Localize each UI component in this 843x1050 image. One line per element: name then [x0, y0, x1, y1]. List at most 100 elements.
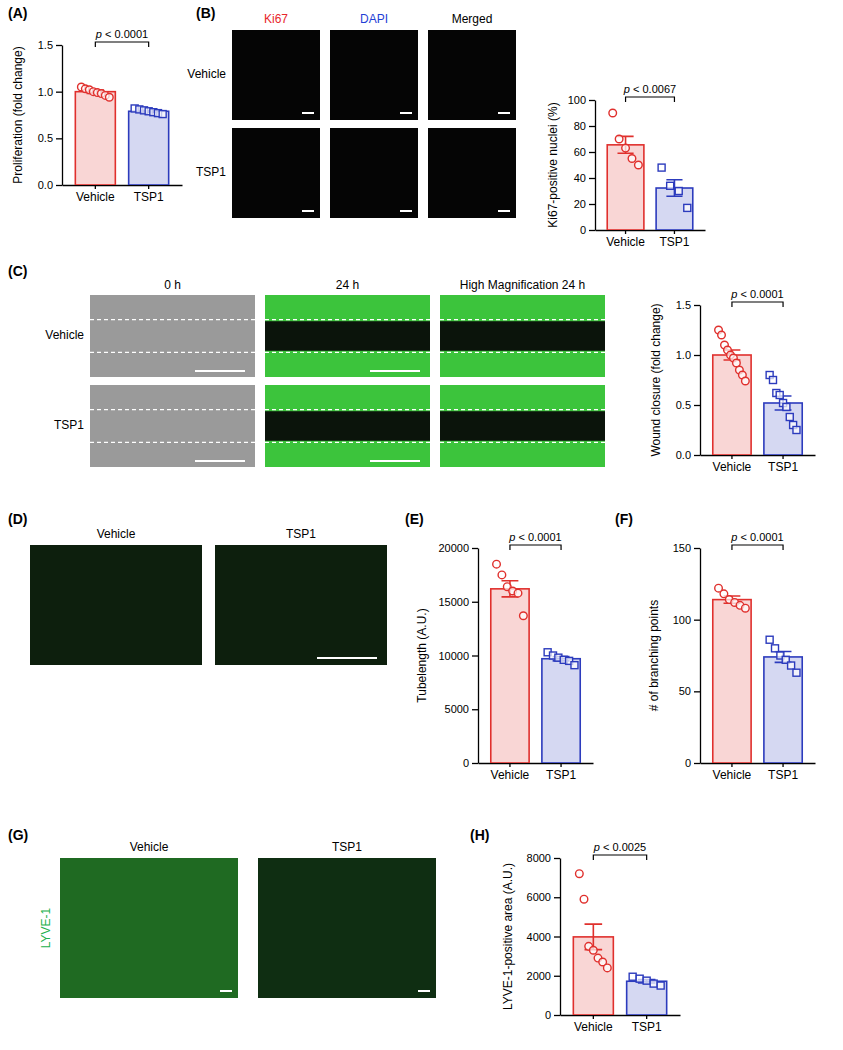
x-tick: TSP1	[768, 763, 798, 782]
y-tick: 6000	[527, 891, 560, 903]
wound-edge	[265, 409, 430, 410]
image-column-title: Vehicle	[130, 840, 169, 854]
wound-gap	[440, 411, 605, 441]
wound-edge	[90, 352, 255, 353]
micrograph	[330, 30, 418, 120]
x-tick: TSP1	[546, 763, 576, 782]
data-point	[609, 109, 617, 117]
y-tick: 0.0	[38, 179, 62, 191]
y-tick-mark	[554, 936, 560, 937]
micrograph	[428, 128, 516, 218]
image-row-title: Vehicle	[187, 67, 226, 81]
micrograph	[440, 385, 605, 467]
p-value: p < 0.0001	[730, 288, 783, 300]
data-point	[628, 155, 636, 163]
x-axis-line	[63, 185, 183, 186]
data-point	[590, 946, 598, 954]
y-tick-mark	[694, 691, 700, 692]
y-tick-mark	[589, 178, 595, 179]
data-point	[657, 982, 664, 989]
chart: 050100150VehicleTSP1# of branching point…	[647, 531, 816, 782]
x-tick-mark	[593, 1015, 594, 1019]
data-point	[106, 93, 114, 101]
panel-label: (C)	[8, 263, 27, 279]
micrograph	[265, 385, 430, 467]
image-column-title: Merged	[452, 12, 493, 26]
scale-bar	[498, 210, 510, 212]
image-row-title: LYVE-1	[39, 907, 53, 948]
y-axis: 020406080100	[568, 94, 596, 236]
image-column-title: 0 h	[164, 278, 181, 292]
y-tick: 10000	[438, 650, 478, 662]
y-axis-line	[700, 306, 701, 456]
x-tick-mark	[674, 230, 675, 234]
y-tick-label: 100	[568, 94, 586, 106]
x-tick-mark	[625, 230, 626, 234]
panel-label: (F)	[615, 511, 633, 527]
data-point	[159, 111, 166, 118]
bar	[75, 92, 115, 185]
x-tick-mark	[509, 763, 510, 767]
y-tick: 100	[568, 94, 595, 106]
y-tick-label: 1.0	[676, 349, 691, 361]
x-tick: TSP1	[659, 230, 689, 249]
data-point	[514, 589, 522, 597]
y-tick-mark	[589, 126, 595, 127]
data-point	[793, 427, 800, 434]
y-tick-mark	[589, 152, 595, 153]
data-point	[629, 973, 636, 980]
data-point	[675, 188, 682, 195]
wound-edge	[265, 319, 430, 320]
x-tick-label: TSP1	[768, 768, 798, 782]
y-tick: 0.5	[676, 399, 700, 411]
x-tick: Vehicle	[574, 1015, 613, 1034]
y-axis-title: Tubelength (A.U.)	[415, 608, 429, 702]
y-tick: 0	[685, 757, 700, 769]
marks	[75, 83, 168, 185]
chart: 05000100001500020000VehicleTSP1Tubelengt…	[415, 531, 594, 782]
x-tick-mark	[148, 185, 149, 189]
marks	[491, 560, 580, 763]
y-tick-label: 5000	[445, 703, 469, 715]
x-tick: Vehicle	[76, 185, 115, 204]
y-tick: 5000	[445, 703, 478, 715]
y-tick-label: 1.5	[38, 39, 53, 51]
y-tick: 4000	[527, 931, 560, 943]
y-tick-mark	[472, 548, 478, 549]
y-tick: 0	[463, 757, 478, 769]
y-tick-mark	[589, 230, 595, 231]
micrograph	[232, 128, 320, 218]
image-column-title: TSP1	[332, 840, 362, 854]
figure: (A)(B)(C)(D)(E)(F)(G)(H)0.00.51.01.5Vehi…	[0, 0, 843, 1050]
significance-bracket	[95, 42, 148, 47]
y-tick-mark	[694, 305, 700, 306]
y-axis-line	[478, 549, 479, 764]
data-point	[520, 612, 528, 620]
y-axis-title: Wound closure (fold change)	[649, 303, 663, 456]
chart: 0.00.51.01.5VehicleTSP1Proliferation (fo…	[11, 28, 183, 204]
image-row-title: TSP1	[196, 165, 226, 179]
data-point	[783, 404, 790, 411]
y-tick-mark	[472, 655, 478, 656]
y-tick-mark	[589, 100, 595, 101]
y-tick-label: 80	[574, 120, 586, 132]
wound-edge	[265, 352, 430, 353]
bar	[764, 403, 802, 455]
wound-edge	[90, 409, 255, 410]
y-axis-line	[700, 549, 701, 764]
x-tick: TSP1	[134, 185, 164, 204]
wound-edge	[90, 319, 255, 320]
y-tick-mark	[694, 548, 700, 549]
y-tick-mark	[554, 1015, 560, 1016]
x-axis-line	[561, 1015, 681, 1016]
error-bar	[775, 651, 792, 662]
x-tick-mark	[782, 763, 783, 767]
micrograph	[440, 295, 605, 377]
data-point	[635, 161, 643, 169]
data-point	[498, 571, 506, 579]
y-tick: 0	[545, 1009, 560, 1021]
y-tick: 150	[673, 542, 700, 554]
marks	[607, 109, 693, 230]
scale-bar	[195, 370, 245, 372]
scale-bar	[195, 460, 245, 462]
